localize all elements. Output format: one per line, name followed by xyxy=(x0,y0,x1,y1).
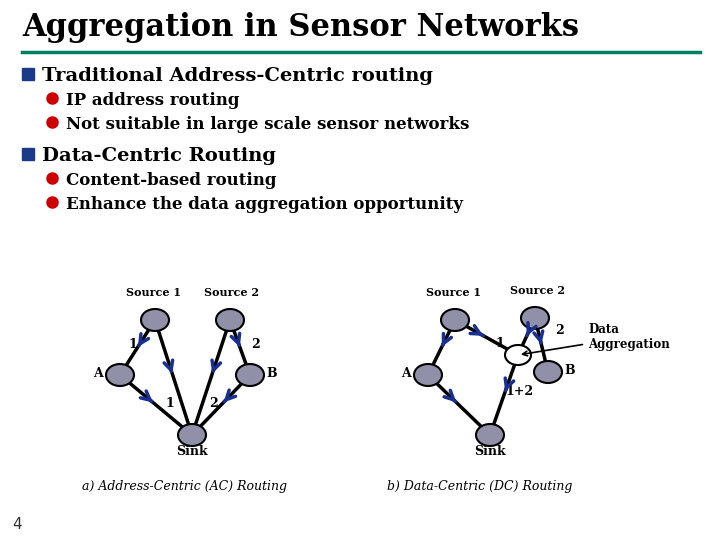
Text: 2: 2 xyxy=(210,397,218,410)
Text: Not suitable in large scale sensor networks: Not suitable in large scale sensor netwo… xyxy=(66,116,469,133)
Text: Data-Centric Routing: Data-Centric Routing xyxy=(42,147,276,165)
Text: Traditional Address-Centric routing: Traditional Address-Centric routing xyxy=(42,67,433,85)
Text: Source 1: Source 1 xyxy=(125,287,181,298)
Ellipse shape xyxy=(441,309,469,331)
Ellipse shape xyxy=(106,364,134,386)
Ellipse shape xyxy=(216,309,244,331)
Ellipse shape xyxy=(476,424,504,446)
Ellipse shape xyxy=(414,364,442,386)
Text: Data
Aggregation: Data Aggregation xyxy=(523,323,670,356)
Text: 1: 1 xyxy=(129,338,138,350)
Text: 4: 4 xyxy=(12,517,22,532)
Text: Sink: Sink xyxy=(176,445,208,458)
Text: Source 2: Source 2 xyxy=(204,287,259,298)
Text: Sink: Sink xyxy=(474,445,506,458)
Text: A: A xyxy=(93,367,103,380)
Ellipse shape xyxy=(141,309,169,331)
Text: B: B xyxy=(564,364,575,377)
Text: 2: 2 xyxy=(554,325,563,338)
Ellipse shape xyxy=(178,424,206,446)
Text: 1: 1 xyxy=(166,397,174,410)
Text: b) Data-Centric (DC) Routing: b) Data-Centric (DC) Routing xyxy=(387,480,572,493)
Text: A: A xyxy=(401,367,411,380)
Bar xyxy=(22,68,34,80)
Text: B: B xyxy=(266,367,277,380)
Text: 1: 1 xyxy=(495,337,505,350)
Text: Aggregation in Sensor Networks: Aggregation in Sensor Networks xyxy=(22,12,579,43)
Ellipse shape xyxy=(505,345,531,365)
Text: Source 1: Source 1 xyxy=(426,287,480,298)
Ellipse shape xyxy=(521,307,549,329)
Text: Enhance the data aggregation opportunity: Enhance the data aggregation opportunity xyxy=(66,196,463,213)
Bar xyxy=(22,148,34,160)
Text: IP address routing: IP address routing xyxy=(66,92,240,109)
Text: Content-based routing: Content-based routing xyxy=(66,172,276,189)
Ellipse shape xyxy=(534,361,562,383)
Ellipse shape xyxy=(236,364,264,386)
Text: 2: 2 xyxy=(251,338,261,350)
Text: a) Address-Centric (AC) Routing: a) Address-Centric (AC) Routing xyxy=(83,480,287,493)
Text: Source 2: Source 2 xyxy=(510,285,564,296)
Text: 1+2: 1+2 xyxy=(506,385,534,398)
